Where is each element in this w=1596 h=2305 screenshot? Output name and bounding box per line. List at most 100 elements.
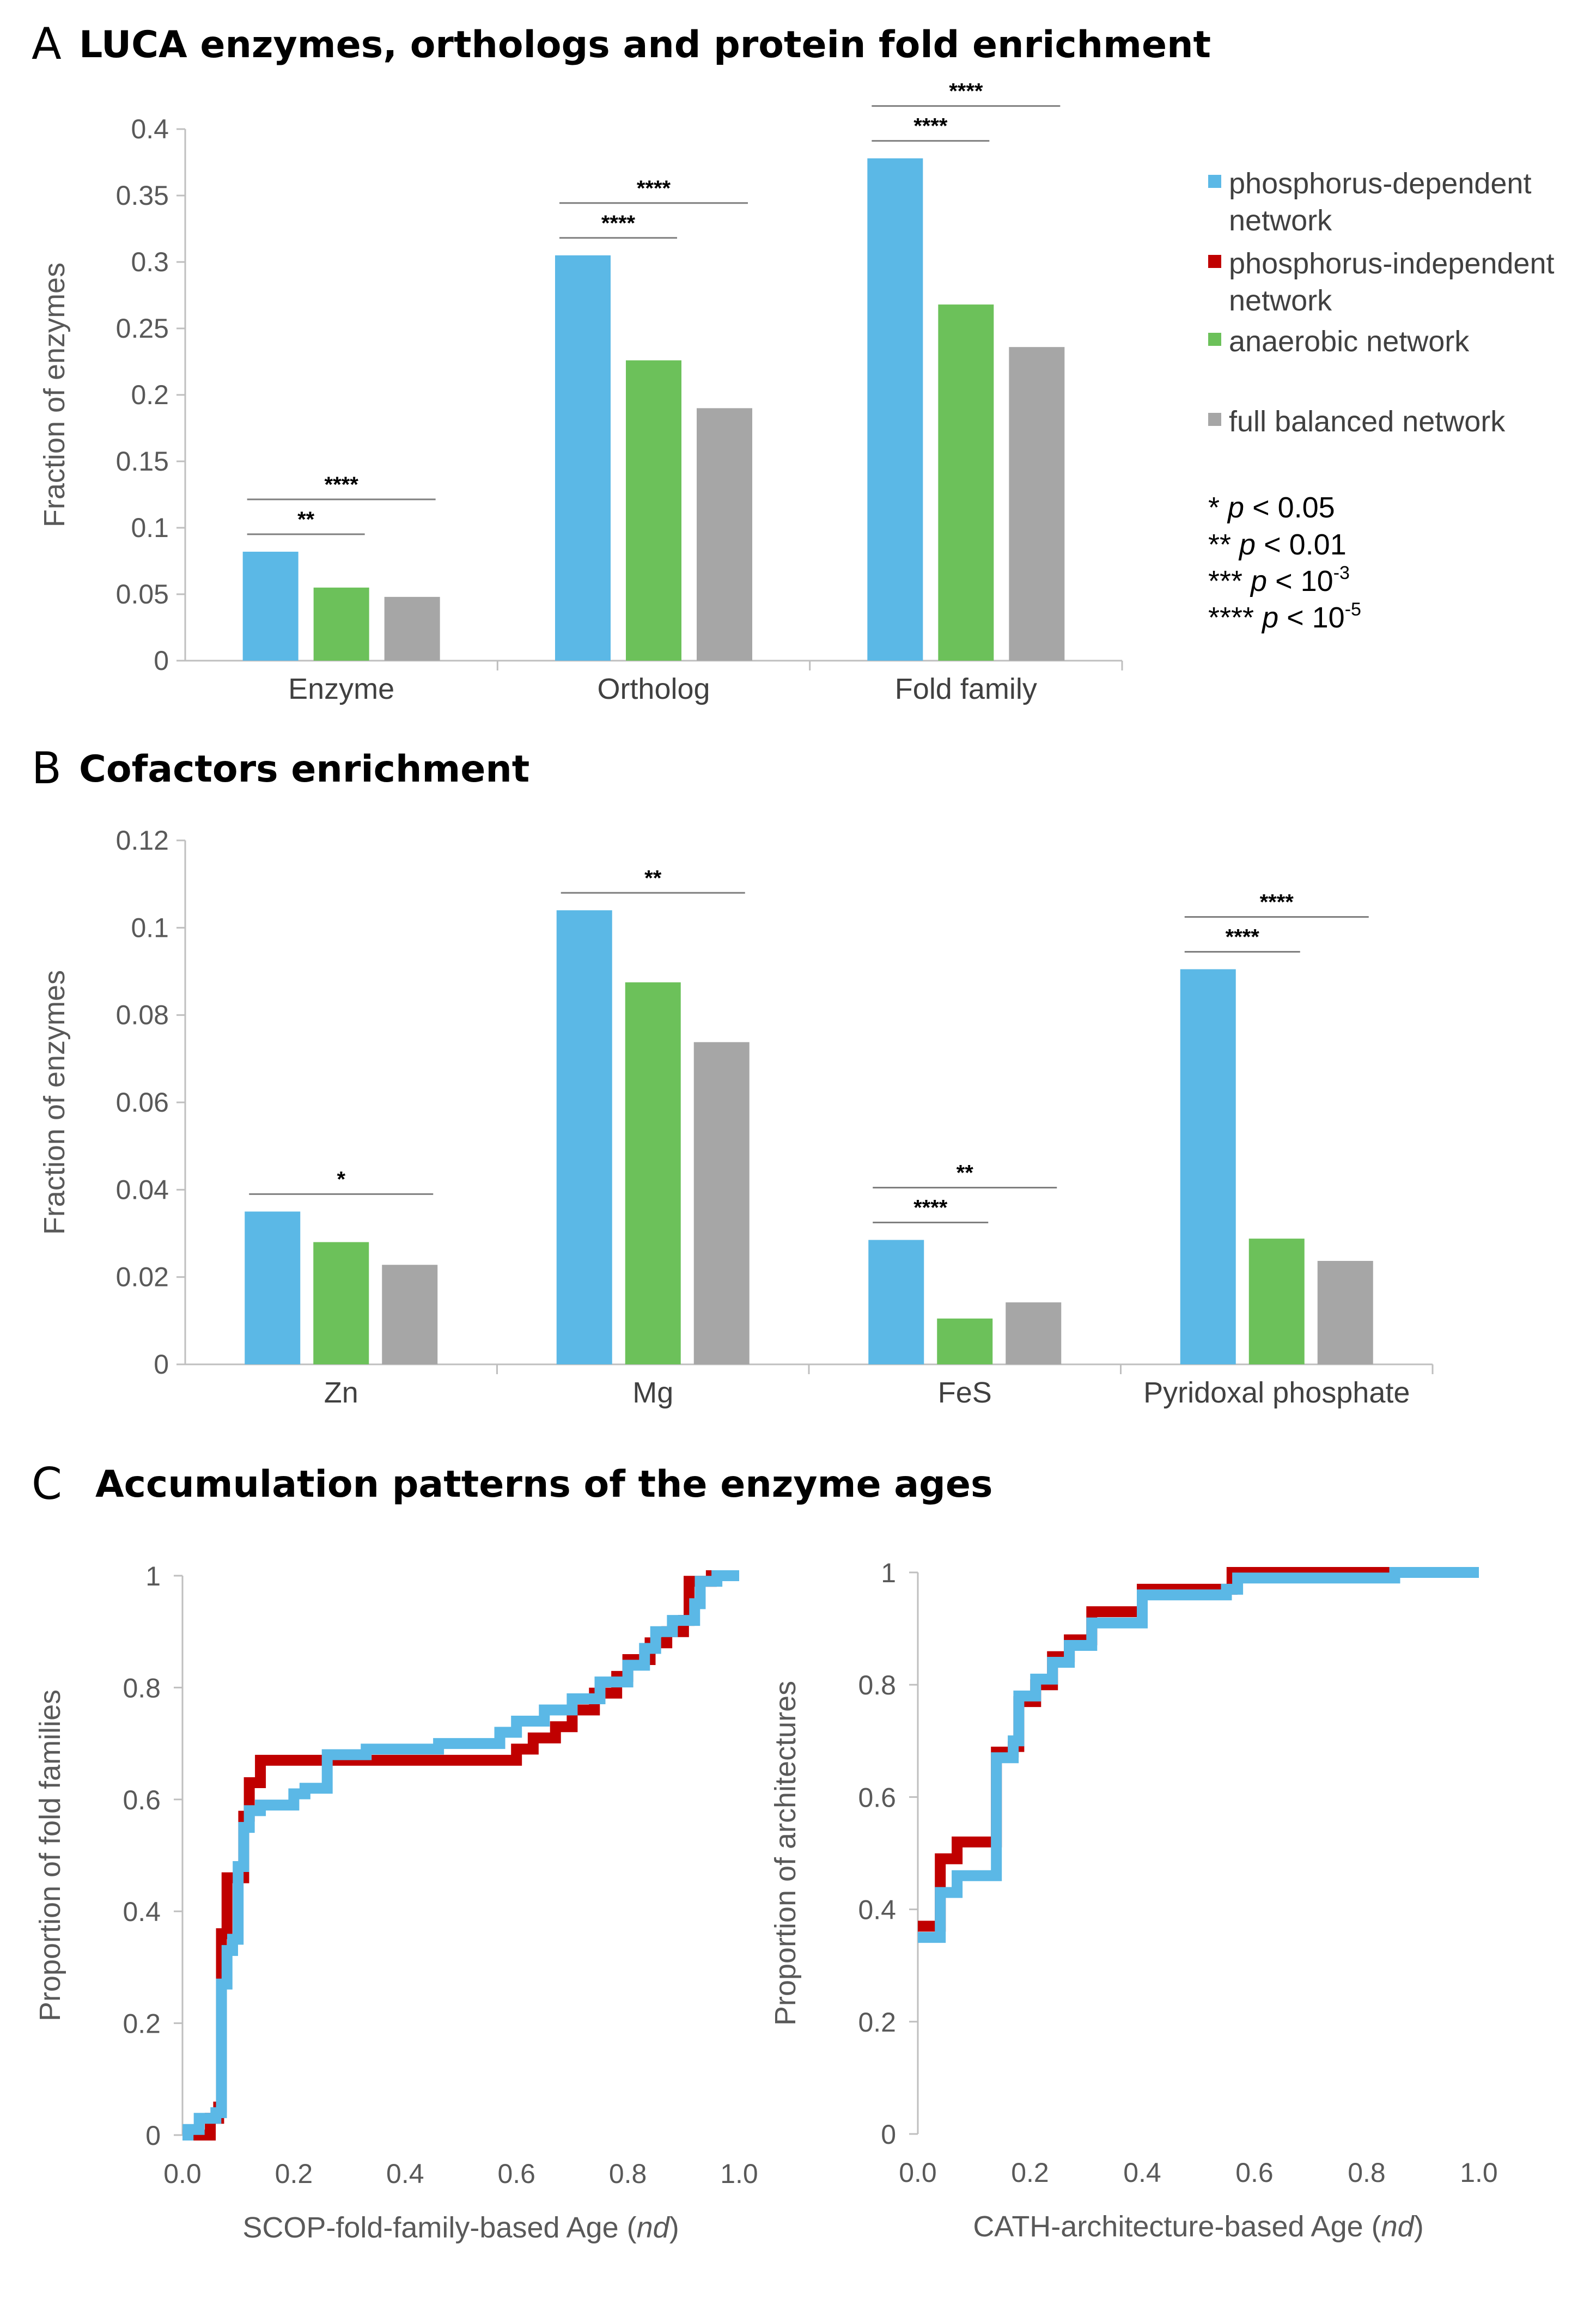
y-axis-title: Fraction of enzymes (38, 263, 71, 527)
y-tick-label: 0.15 (116, 446, 169, 477)
bar-zn-anaerobic (313, 1242, 369, 1364)
y-tick-label: 0.02 (116, 1262, 169, 1292)
y-tick-label: 0.12 (116, 825, 169, 856)
x-axis-title: SCOP-fold-family-based Age (nd) (242, 2211, 679, 2244)
legend-swatch (1208, 175, 1221, 188)
chart-b-cofactors: 0 0.02 0.04 0.06 0.08 0.1 0.12 Fraction of enzy… (38, 825, 1434, 1409)
x-tick-label: 0.2 (275, 2158, 313, 2189)
x-category-label: Mg (632, 1376, 673, 1409)
y-tick-label: 0.8 (123, 1673, 161, 1703)
significance-stars: * (337, 1167, 345, 1191)
pvalue-note: * p < 0.05 (1208, 491, 1335, 524)
legend-label: phosphorus-dependent (1229, 167, 1531, 200)
y-tick-label: 0.25 (116, 313, 169, 344)
pvalue-note: **** p < 10-5 (1208, 599, 1361, 634)
panel-a-title: LUCA enzymes, orthologs and protein fold… (79, 23, 1211, 66)
y-tick-label: 0.2 (858, 2007, 896, 2038)
x-tick-label: 0.8 (609, 2158, 647, 2189)
panel-c-title: Accumulation patterns of the enzyme ages (95, 1463, 992, 1506)
significance-stars: **** (913, 1196, 948, 1220)
panel-b-title: Cofactors enrichment (79, 748, 529, 791)
y-tick-label: 0.4 (131, 114, 169, 144)
y-tick-label: 0.3 (131, 247, 169, 277)
x-category-label: Fold family (895, 673, 1037, 705)
y-tick-label: 0.35 (116, 180, 169, 211)
x-axis-title-close: ) (669, 2211, 679, 2244)
x-axis-title-main: CATH-architecture-based Age ( (973, 2210, 1381, 2243)
bar-fes-anaerobic (937, 1318, 993, 1364)
y-tick-label: 0.6 (123, 1785, 161, 1815)
panel-a-letter: A (32, 19, 62, 69)
y-axis-title: Proportion of architectures (769, 1681, 802, 2026)
bar-fold-family-full (1009, 347, 1065, 661)
x-axis-title-close: ) (1414, 2210, 1424, 2243)
significance-stars: ** (644, 866, 662, 890)
pvalue-relation: < 10 (1278, 601, 1345, 634)
legend-label: phosphorus-independent (1229, 247, 1554, 280)
bar-fes-phosphorus-dependent (868, 1240, 924, 1364)
y-tick-label: 0.8 (858, 1670, 896, 1700)
x-tick-label: 0.8 (1348, 2157, 1386, 2188)
bar-fes-full (1006, 1302, 1062, 1364)
y-tick-label: 0 (881, 2119, 896, 2150)
bar-ortholog-phosphorus-dependent (555, 255, 611, 661)
x-tick-label: 1.0 (720, 2158, 758, 2189)
x-category-label: Zn (324, 1376, 358, 1409)
pvalue-note: ** p < 0.01 (1208, 528, 1347, 561)
y-tick-label: 0.4 (858, 1895, 896, 1925)
legend-swatch (1208, 333, 1221, 346)
bar-enzyme-anaerobic (313, 587, 369, 661)
legend-label: anaerobic network (1229, 325, 1470, 358)
significance-stars: ** (957, 1161, 974, 1185)
y-axis-title: Proportion of fold families (34, 1690, 66, 2021)
y-tick-label: 0.1 (131, 912, 169, 943)
y-tick-label: 0.6 (858, 1782, 896, 1813)
significance-stars: **** (601, 211, 636, 235)
legend: phosphorus-dependent network phosphorus-in… (1208, 167, 1554, 634)
bar-mg-phosphorus-dependent (556, 910, 612, 1364)
y-tick-label: 0.05 (116, 579, 169, 609)
step-line-phosphorus-dependent (918, 1567, 1479, 1943)
x-axis-title-unit: nd (1381, 2210, 1415, 2243)
bar-ortholog-full (697, 408, 752, 661)
x-tick-label: 0.2 (1011, 2157, 1049, 2188)
x-tick-label: 1.0 (1460, 2157, 1498, 2188)
x-tick-label: 0.0 (899, 2157, 937, 2188)
significance-stars: ** (297, 508, 315, 532)
y-tick-label: 0.2 (123, 2009, 161, 2039)
chart-c-cath-accumulation: 0 0.2 0.4 0.6 0.8 1 0.0 0.2 0.4 0.6 0.8 1.0 Proporti… (769, 1558, 1498, 2243)
y-tick-label: 0.1 (131, 513, 169, 543)
legend-swatch (1208, 255, 1221, 268)
panel-b-letter: B (32, 743, 62, 794)
bar-mg-anaerobic (625, 982, 681, 1364)
pvalue-symbol: p (1250, 565, 1267, 597)
bar-pyridoxal-phosphate-phosphorus-dependent (1180, 969, 1236, 1364)
pvalue-symbol: p (1227, 491, 1244, 524)
y-tick-label: 0.06 (116, 1087, 169, 1118)
y-tick-label: 0.08 (116, 1000, 169, 1030)
bar-fold-family-phosphorus-dependent (867, 158, 923, 661)
bar-ortholog-anaerobic (626, 360, 681, 661)
pvalue-relation: < 10 (1267, 565, 1333, 597)
y-axis-title: Fraction of enzymes (38, 970, 71, 1235)
legend-label: full balanced network (1229, 405, 1506, 438)
pvalue-stars: ** (1208, 528, 1239, 561)
pvalue-exponent: -5 (1345, 599, 1361, 620)
step-line-phosphorus-independent (918, 1567, 1479, 1932)
x-category-label: Enzyme (288, 673, 394, 705)
significance-stars: **** (1260, 890, 1294, 914)
chart-c-scop-accumulation: 0 0.2 0.4 0.6 0.8 1 0.0 0.2 0.4 0.6 0.8 1.0 Proporti… (34, 1561, 758, 2244)
y-tick-label: 0.2 (131, 380, 169, 410)
x-tick-label: 0.0 (163, 2158, 202, 2189)
significance-stars: **** (949, 80, 983, 103)
legend-label: network (1229, 204, 1332, 237)
bar-enzyme-full (384, 596, 440, 661)
pvalue-note: *** p < 10-3 (1208, 563, 1350, 597)
x-axis-title: CATH-architecture-based Age (nd) (973, 2210, 1423, 2243)
y-tick-label: 1 (881, 1558, 896, 1588)
pvalue-exponent: -3 (1333, 563, 1350, 583)
pvalue-symbol: p (1261, 601, 1278, 634)
y-tick-label: 0.4 (123, 1897, 161, 1927)
x-axis-title-unit: nd (637, 2211, 671, 2244)
